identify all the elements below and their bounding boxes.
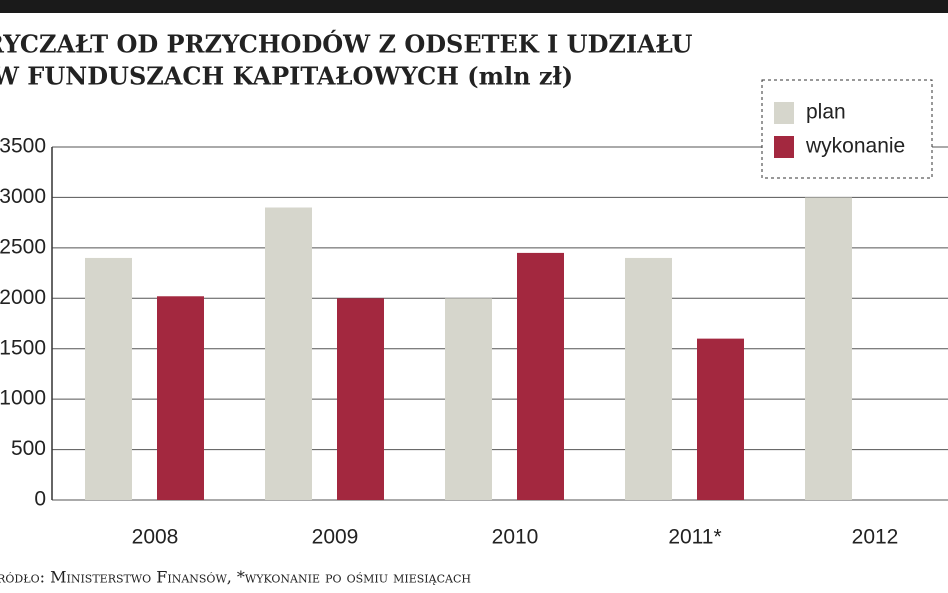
- legend-swatch: [774, 102, 794, 124]
- x-tick-label: 2012: [852, 526, 899, 549]
- y-tick-label: 3000: [0, 185, 46, 208]
- chart-title: RYCZAŁT OD PRZYCHODÓW Z ODSETEK I UDZIAŁ…: [0, 30, 692, 59]
- y-tick-label: 3500: [0, 135, 46, 158]
- bar: [625, 257, 672, 500]
- y-tick-label: 2500: [0, 235, 46, 258]
- x-tick-label: 2008: [132, 526, 179, 549]
- x-tick-label: 2009: [312, 526, 359, 549]
- bar: [517, 252, 564, 500]
- y-tick-label: 500: [11, 437, 46, 460]
- bar: [265, 207, 312, 500]
- bar: [445, 298, 492, 500]
- legend-label: wykonanie: [805, 135, 905, 158]
- legend-label: plan: [806, 101, 846, 124]
- y-tick-label: 1000: [0, 387, 46, 410]
- bar: [805, 197, 852, 500]
- y-tick-label: 0: [34, 488, 46, 511]
- legend-swatch: [774, 136, 794, 158]
- chart-subtitle: W FUNDUSZACH KAPITAŁOWYCH (mln zł): [0, 62, 573, 91]
- source-note: Źródło: Ministerstwo Finansów, *wykonani…: [0, 567, 471, 587]
- x-tick-label: 2010: [492, 526, 539, 549]
- bar: [337, 298, 384, 500]
- bar: [697, 338, 744, 500]
- legend: plan wykonanie: [761, 79, 933, 179]
- top-bar: [0, 0, 948, 13]
- bar: [157, 296, 204, 500]
- bar: [85, 257, 132, 500]
- x-tick-label: 2011*: [668, 526, 721, 549]
- y-tick-label: 1500: [0, 336, 46, 359]
- legend-box: [761, 79, 933, 179]
- y-tick-label: 2000: [0, 286, 46, 309]
